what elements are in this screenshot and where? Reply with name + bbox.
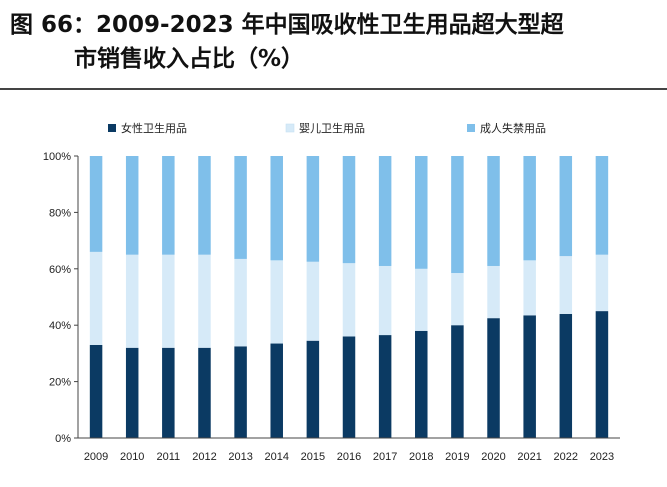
bar-2017-series-1 [378,335,392,438]
figure-title: 图 66：2009-2023 年中国吸收性卫生用品超大型超 市销售收入占比（%） [10,8,660,76]
bar-2021-series-2 [523,260,536,316]
legend-swatch [108,124,116,132]
y-tick-label: 40% [49,320,71,332]
bar-2016-series-3 [342,156,356,264]
bar-2023-series-1 [595,311,609,438]
bar-2020-series-1 [487,318,500,438]
bar-2021-series-1 [523,315,536,438]
x-tick-label: 2022 [554,451,578,463]
y-tick-label: 100% [43,151,71,163]
legend-swatch [467,124,475,132]
bar-2021-series-3 [523,156,536,261]
x-tick-label: 2013 [228,451,252,463]
bar-2015-series-3 [306,156,320,262]
bar-2009-series-3 [89,156,103,252]
bar-2014-series-3 [270,156,283,261]
bar-2010-series-1 [125,347,139,438]
x-tick-label: 2021 [517,451,541,463]
x-tick-label: 2020 [481,451,505,463]
x-tick-label: 2010 [120,451,144,463]
bars [89,156,609,438]
bar-2015-series-1 [306,340,320,438]
bar-2020-series-3 [487,156,500,266]
bar-2018-series-3 [415,156,428,269]
x-tick-label: 2009 [84,451,108,463]
bar-2013-series-3 [234,156,247,259]
x-tick-label: 2018 [409,451,433,463]
bar-2009-series-2 [89,251,103,345]
y-tick-label: 20% [49,377,71,389]
bar-2019-series-1 [451,325,464,438]
bar-2009-series-1 [89,344,103,438]
legend-item-1: 女性卫生用品 [108,121,187,135]
bar-2013-series-1 [234,346,247,438]
bar-2018-series-2 [415,268,428,331]
bar-2016-series-1 [342,336,356,438]
bar-2015-series-2 [306,261,320,341]
x-tick-label: 2016 [337,451,361,463]
legend: 女性卫生用品 婴儿卫生用品 成人失禁用品 [108,121,546,135]
stacked-bar-chart: 女性卫生用品 婴儿卫生用品 成人失禁用品 0% 20% 40% 60% 80% 100% 20… [43,121,620,463]
bar-2022-series-1 [559,313,573,438]
x-tick-label: 2015 [301,451,325,463]
bar-2013-series-2 [234,258,247,347]
y-tick-label: 0% [55,433,71,445]
x-tick-label: 2014 [264,451,288,463]
bar-2011-series-3 [162,156,175,255]
y-tick-label: 80% [49,207,71,219]
legend-label: 婴儿卫生用品 [299,121,365,135]
bar-2014-series-2 [270,260,283,344]
bar-2023-series-2 [595,254,609,312]
x-tick-label: 2011 [157,451,181,463]
legend-label: 成人失禁用品 [480,122,546,135]
bar-2014-series-1 [270,343,283,438]
figure-title-line1: 图 66：2009-2023 年中国吸收性卫生用品超大型超 [10,12,564,38]
y-tick-label: 60% [49,264,71,276]
bar-2017-series-3 [378,156,392,266]
bar-2020-series-2 [487,265,500,319]
x-axis: 2009 2010 2011 2012 2013 2014 2015 2016 2017 2018… [78,437,620,463]
x-tick-label: 2023 [590,451,614,463]
x-tick-label: 2019 [445,451,469,463]
bar-2018-series-1 [415,330,428,438]
bar-2010-series-3 [125,156,139,255]
title-divider [0,88,667,90]
bar-2010-series-2 [125,254,139,348]
bar-2012-series-2 [198,254,211,348]
legend-label: 女性卫生用品 [121,121,187,135]
bar-2012-series-1 [198,347,211,438]
bar-2017-series-2 [378,265,392,336]
x-tick-label: 2017 [373,451,397,463]
bar-2023-series-3 [595,156,609,255]
bar-2011-series-1 [162,347,175,438]
bar-2019-series-3 [451,156,464,274]
bar-2022-series-2 [559,256,573,314]
x-tick-label: 2012 [192,451,216,463]
figure-title-line2: 市销售收入占比（%） [74,46,305,72]
bar-2011-series-2 [162,254,175,348]
bar-2016-series-2 [342,263,356,337]
legend-item-3: 成人失禁用品 [467,122,546,135]
legend-swatch [285,123,295,133]
bar-2022-series-3 [559,156,573,257]
bar-2012-series-3 [198,156,211,255]
y-axis: 0% 20% 40% 60% 80% 100% [43,151,79,445]
legend-item-2: 婴儿卫生用品 [285,121,365,135]
bar-2019-series-2 [451,273,464,326]
